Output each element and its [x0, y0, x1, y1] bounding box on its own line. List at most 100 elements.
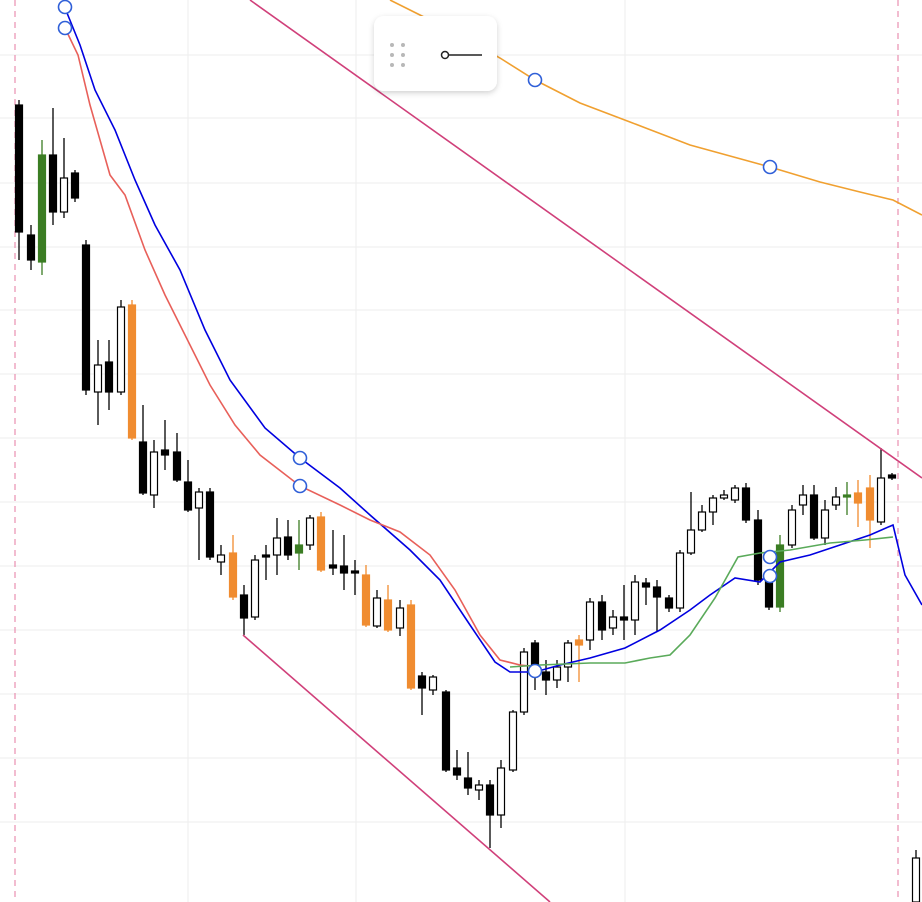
candle-body [719, 494, 729, 499]
candle-body [708, 497, 718, 513]
candle-body [775, 544, 785, 608]
candle-body [272, 537, 282, 556]
candle-body [865, 487, 875, 521]
candle-body [441, 691, 451, 771]
candle-body [116, 306, 126, 393]
candle-body [585, 601, 595, 641]
candle-body [14, 104, 24, 233]
candle-body [552, 666, 562, 681]
candle-body [305, 517, 315, 546]
candle-body [328, 564, 338, 569]
overlay-line [249, 0, 922, 479]
candle-body [474, 784, 484, 791]
candle-body [104, 361, 114, 393]
candle-body [887, 474, 897, 479]
candle-body [697, 511, 707, 531]
candle-body [820, 509, 830, 539]
candle-body [205, 491, 215, 558]
candle-body [283, 536, 293, 556]
candle-body [406, 604, 416, 689]
anchor-handle[interactable] [292, 478, 308, 494]
toolbar-panel [374, 16, 497, 91]
candle-body [809, 494, 819, 539]
candle-body [519, 651, 529, 713]
candle-body [172, 451, 182, 481]
overlay-line [509, 536, 894, 668]
candle-body [485, 784, 495, 816]
overlay-line [64, 27, 541, 668]
candle-body [842, 494, 852, 498]
candle-body [630, 581, 640, 621]
candle-body [675, 552, 685, 609]
anchor-handle[interactable] [762, 549, 778, 565]
candle-body [608, 616, 618, 629]
candle-body [563, 642, 573, 668]
anchor-handle[interactable] [57, 20, 73, 36]
candle-body [876, 477, 886, 523]
candle-body [730, 487, 740, 501]
candle-body [496, 767, 506, 816]
candle-body [160, 449, 170, 456]
anchor-handle[interactable] [762, 159, 778, 175]
candle-body [508, 711, 518, 771]
candle-body [619, 616, 629, 621]
candle-body [641, 582, 651, 588]
candle-body [48, 154, 58, 213]
candle-body [149, 451, 159, 496]
candle-body [194, 491, 204, 509]
candle-body [574, 639, 584, 646]
anchor-handle[interactable] [292, 450, 308, 466]
anchor-handle[interactable] [527, 72, 543, 88]
overlay-line [242, 634, 551, 902]
candle-body [530, 642, 540, 668]
candle-body [541, 671, 551, 681]
candle-body [37, 154, 47, 263]
anchor-handle[interactable] [527, 663, 543, 679]
candle-body [127, 304, 137, 439]
floating-toolbar [374, 16, 497, 91]
candle-body [764, 579, 774, 608]
candle-body [26, 234, 36, 261]
candle-body [664, 597, 674, 609]
candle-body [93, 364, 103, 393]
candle-body [853, 492, 863, 504]
candles [14, 100, 921, 902]
candle-body [452, 767, 462, 776]
candle-body [787, 509, 797, 546]
candle-body [831, 496, 841, 506]
candle-body [798, 494, 808, 506]
anchor-handles[interactable] [57, 0, 778, 679]
candle-body [428, 676, 438, 691]
candle-body [261, 554, 271, 558]
candle-body [395, 607, 405, 629]
candle-body [339, 565, 349, 574]
candle-body [741, 487, 751, 521]
candle-body [183, 481, 193, 511]
line-style-button[interactable] [440, 50, 483, 60]
drag-handle[interactable] [390, 43, 405, 67]
candle-body [70, 172, 80, 199]
candle-body [911, 857, 921, 902]
candle-body [81, 244, 91, 391]
candle-body [294, 544, 304, 554]
candle-body [686, 529, 696, 554]
candle-body [138, 441, 148, 494]
candle-body [228, 552, 238, 598]
candle-body [316, 516, 326, 571]
candle-body [652, 586, 662, 598]
candle-body [753, 519, 763, 581]
candle-body [463, 777, 473, 789]
candle-body [372, 597, 382, 627]
candle-body [417, 675, 427, 689]
overlays [64, 0, 922, 902]
candle-body [597, 601, 607, 631]
candle-body [350, 570, 360, 574]
overlay-line [64, 7, 922, 673]
anchor-handle[interactable] [762, 568, 778, 584]
candle-body [239, 594, 249, 619]
candle-body [361, 574, 371, 626]
anchor-handle[interactable] [57, 0, 73, 15]
candle-body [59, 177, 69, 213]
